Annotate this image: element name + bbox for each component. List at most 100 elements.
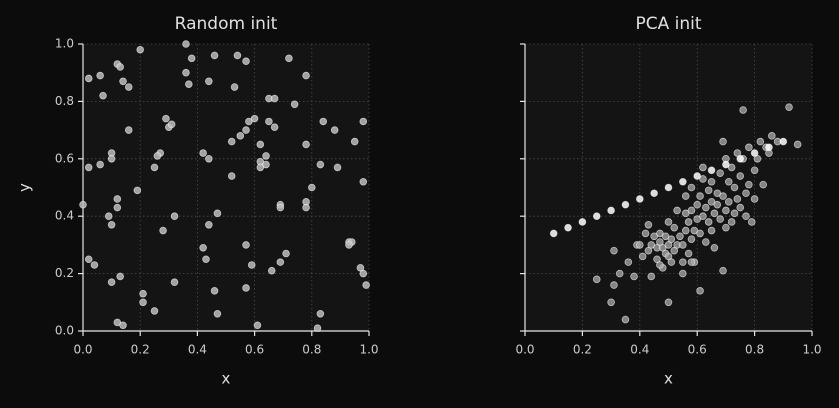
point (793, 140, 802, 149)
point (185, 80, 193, 88)
point (119, 77, 127, 86)
point (679, 269, 687, 278)
point (779, 137, 788, 146)
point (765, 143, 773, 152)
point (664, 183, 673, 192)
point (785, 103, 793, 111)
point (84, 255, 93, 264)
y-tick-label: 0.8 (55, 94, 74, 108)
point (107, 221, 116, 229)
point (638, 252, 647, 261)
point (345, 241, 353, 249)
point (99, 91, 107, 100)
point (113, 203, 122, 212)
point (276, 258, 285, 266)
point (664, 218, 673, 226)
point (673, 206, 681, 215)
point (693, 172, 701, 180)
point (667, 235, 676, 243)
point (242, 126, 250, 134)
point (750, 166, 759, 175)
point (607, 298, 615, 307)
point (139, 298, 147, 307)
point (693, 200, 701, 209)
point (133, 186, 142, 195)
point (302, 71, 310, 80)
point (302, 140, 310, 149)
point (316, 160, 325, 169)
point (710, 243, 719, 252)
point (136, 45, 145, 54)
point (592, 275, 601, 284)
point (96, 160, 104, 169)
point (592, 212, 601, 221)
point (687, 235, 696, 243)
point (747, 218, 756, 226)
point (262, 152, 270, 160)
point (116, 63, 124, 71)
point (635, 241, 644, 249)
x-tick-label: 0.6 (688, 343, 707, 357)
chart-title: PCA init (635, 14, 701, 34)
point (242, 57, 250, 66)
point (182, 68, 190, 77)
point (159, 226, 167, 235)
point (722, 223, 730, 232)
point (664, 298, 673, 307)
point (650, 189, 658, 198)
point (756, 137, 765, 146)
point (679, 177, 687, 186)
point (262, 160, 270, 169)
x-tick-label: 0.2 (131, 343, 150, 357)
point (205, 221, 213, 229)
point (647, 272, 656, 281)
point (213, 209, 222, 218)
y-tick-label: 1.0 (55, 37, 74, 51)
point (213, 309, 222, 318)
point (759, 180, 768, 189)
point (267, 266, 276, 275)
point (742, 212, 750, 221)
point (90, 261, 99, 269)
point (139, 289, 147, 298)
point (681, 226, 690, 235)
x-tick-label: 0.4 (188, 343, 207, 357)
x-tick-label: 0.8 (745, 343, 764, 357)
point (302, 203, 310, 212)
point (124, 126, 133, 134)
point (719, 266, 727, 275)
point (656, 261, 664, 269)
point (687, 183, 696, 192)
point (739, 106, 747, 114)
point (704, 186, 713, 195)
point (187, 54, 196, 63)
point (750, 195, 759, 203)
point (182, 40, 190, 48)
y-tick-label: 0.4 (55, 209, 74, 223)
y-tick-label: 0.0 (55, 324, 74, 338)
point (644, 221, 653, 229)
point (724, 198, 733, 206)
point (170, 278, 179, 287)
point (116, 272, 124, 281)
x-tick-label: 1.0 (359, 343, 378, 357)
point (635, 195, 644, 203)
point (210, 287, 219, 295)
x-tick-label: 0.4 (630, 343, 649, 357)
point (578, 218, 587, 226)
point (681, 192, 690, 200)
point (230, 83, 239, 91)
point (96, 71, 104, 80)
point (719, 137, 727, 146)
point (170, 212, 179, 221)
point (736, 155, 745, 163)
point (707, 177, 716, 186)
point (250, 114, 259, 123)
point (607, 206, 615, 215)
plot-area (83, 44, 369, 331)
x-axis-label: x (664, 370, 673, 388)
point (684, 249, 693, 258)
point (313, 324, 322, 332)
point (270, 94, 279, 103)
